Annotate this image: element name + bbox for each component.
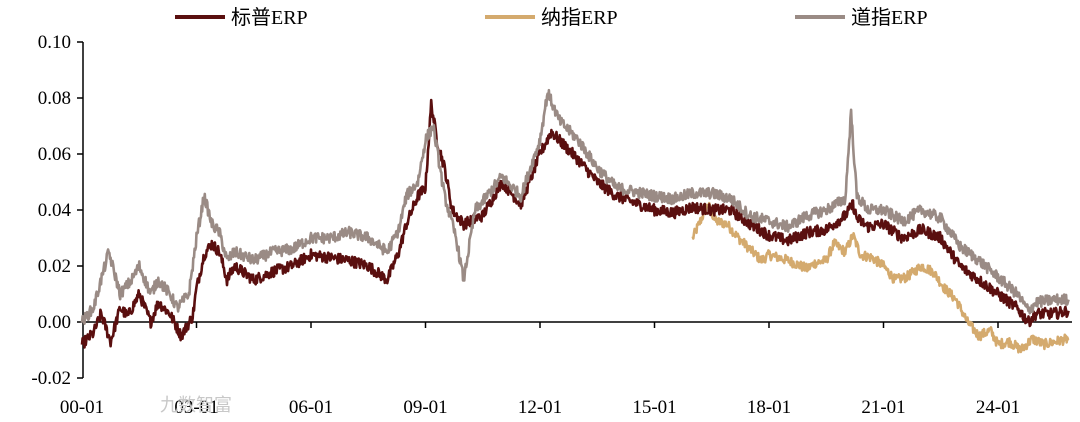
x-tick-label: 12-01 bbox=[518, 397, 562, 418]
x-tick-label: 06-01 bbox=[289, 397, 333, 418]
watermark-text: 九数智富 bbox=[160, 395, 232, 416]
y-tick-label: 0.04 bbox=[38, 200, 72, 221]
x-tick-label: 18-01 bbox=[747, 397, 791, 418]
legend-label: 纳指ERP bbox=[541, 6, 618, 29]
x-tick-label: 09-01 bbox=[403, 397, 447, 418]
legend-label: 标普ERP bbox=[231, 6, 308, 29]
series-line-2 bbox=[80, 88, 1070, 325]
x-axis: 00-01 03-01 06-01 09-01 12-01 15-01 18-01 21-01… bbox=[60, 321, 1072, 418]
series-line-1 bbox=[691, 201, 1070, 354]
y-tick-label: -0.02 bbox=[31, 368, 71, 389]
y-tick-label: 0.06 bbox=[38, 144, 71, 165]
x-tick-label: 21-01 bbox=[861, 397, 905, 418]
y-tick-label: 0.08 bbox=[38, 88, 71, 109]
x-tick-label: 03-01 bbox=[174, 397, 218, 418]
y-tick-label: 0.00 bbox=[38, 312, 71, 333]
series-line-0 bbox=[80, 98, 1070, 349]
y-tick-label: 0.02 bbox=[38, 256, 71, 277]
y-tick-label: 0.10 bbox=[38, 32, 71, 53]
chart-legend: 标普ERP 纳指ERP 道指ERP bbox=[175, 6, 928, 29]
y-axis: -0.02 0.00 0.02 0.04 0.06 0.08 0.10 bbox=[31, 32, 84, 389]
legend-label: 道指ERP bbox=[851, 6, 928, 29]
series-layer bbox=[80, 88, 1070, 354]
x-tick-label: 15-01 bbox=[632, 397, 676, 418]
x-tick-label: 24-01 bbox=[976, 397, 1020, 418]
x-tick-label: 00-01 bbox=[60, 397, 104, 418]
